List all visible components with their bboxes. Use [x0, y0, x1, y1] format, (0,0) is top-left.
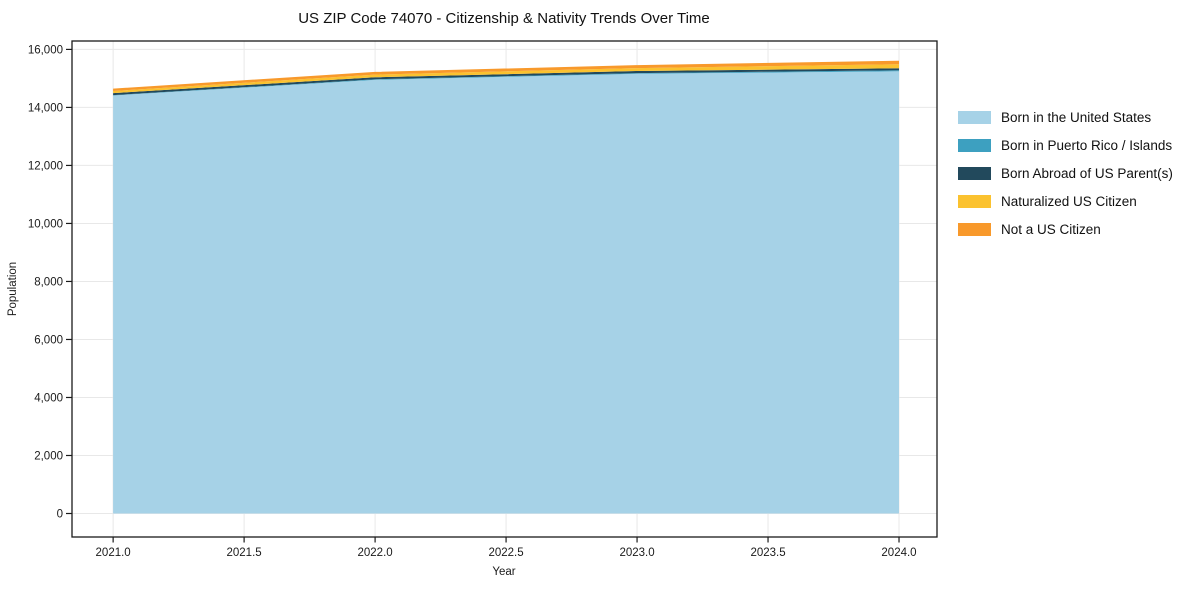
y-tick-label: 0 — [57, 509, 63, 521]
axis-ticks — [66, 48, 900, 543]
y-tick-label: 6,000 — [34, 334, 63, 346]
legend-label: Born in Puerto Rico / Islands — [1001, 137, 1173, 153]
legend-swatch — [958, 222, 991, 236]
plot-border-rect — [71, 40, 938, 538]
legend-swatch — [958, 166, 991, 180]
x-axis-label: Year — [492, 566, 515, 578]
y-axis-label: Population — [7, 262, 19, 316]
area-not-a-us-citizen — [113, 60, 900, 91]
x-tick-label: 2022.0 — [357, 547, 392, 559]
x-tick-label: 2022.5 — [488, 547, 523, 559]
y-tick-labels: 0 2,000 4,000 6,000 8,000 10,000 12,000 14,000 1… — [28, 44, 63, 520]
x-tick-label: 2023.0 — [619, 547, 654, 559]
x-tick-label: 2023.5 — [750, 547, 785, 559]
x-tick-label: 2021.0 — [96, 547, 131, 559]
stacked-areas — [113, 60, 900, 514]
y-tick-label: 12,000 — [28, 160, 63, 172]
legend-item: Born Abroad of US Parent(s) — [958, 159, 1173, 187]
chart-title: US ZIP Code 74070 - Citizenship & Nativi… — [298, 10, 710, 27]
y-tick-label: 4,000 — [34, 392, 63, 404]
legend-label: Born Abroad of US Parent(s) — [1001, 165, 1173, 181]
legend-item: Born in the United States — [958, 103, 1173, 131]
y-tick-label: 2,000 — [34, 450, 63, 462]
legend-label: Naturalized US Citizen — [1001, 193, 1137, 209]
x-tick-labels: 2021.0 2021.5 2022.0 2022.5 2023.0 2023.5 2024… — [96, 547, 917, 559]
y-tick-label: 16,000 — [28, 44, 63, 56]
area-born-in-the-united-states — [113, 71, 900, 514]
plot-border — [71, 40, 938, 538]
legend-swatch — [958, 194, 991, 208]
y-tick-label: 14,000 — [28, 102, 63, 114]
legend-label: Born in the United States — [1001, 109, 1152, 125]
legend-item: Born in Puerto Rico / Islands — [958, 131, 1173, 159]
legend-item: Not a US Citizen — [958, 215, 1173, 243]
legend-label: Not a US Citizen — [1001, 221, 1101, 237]
legend-item: Naturalized US Citizen — [958, 187, 1173, 215]
y-tick-label: 10,000 — [28, 218, 63, 230]
area-naturalized-us-citizen — [113, 64, 900, 94]
x-tick-label: 2024.0 — [881, 547, 916, 559]
area-born-abroad-of-us-parent-s — [113, 68, 900, 96]
legend-swatch — [958, 138, 991, 152]
legend: Born in the United States Born in Puerto… — [958, 103, 1173, 243]
y-tick-label: 8,000 — [34, 276, 63, 288]
legend-swatch — [958, 110, 991, 124]
x-tick-label: 2021.5 — [227, 547, 262, 559]
